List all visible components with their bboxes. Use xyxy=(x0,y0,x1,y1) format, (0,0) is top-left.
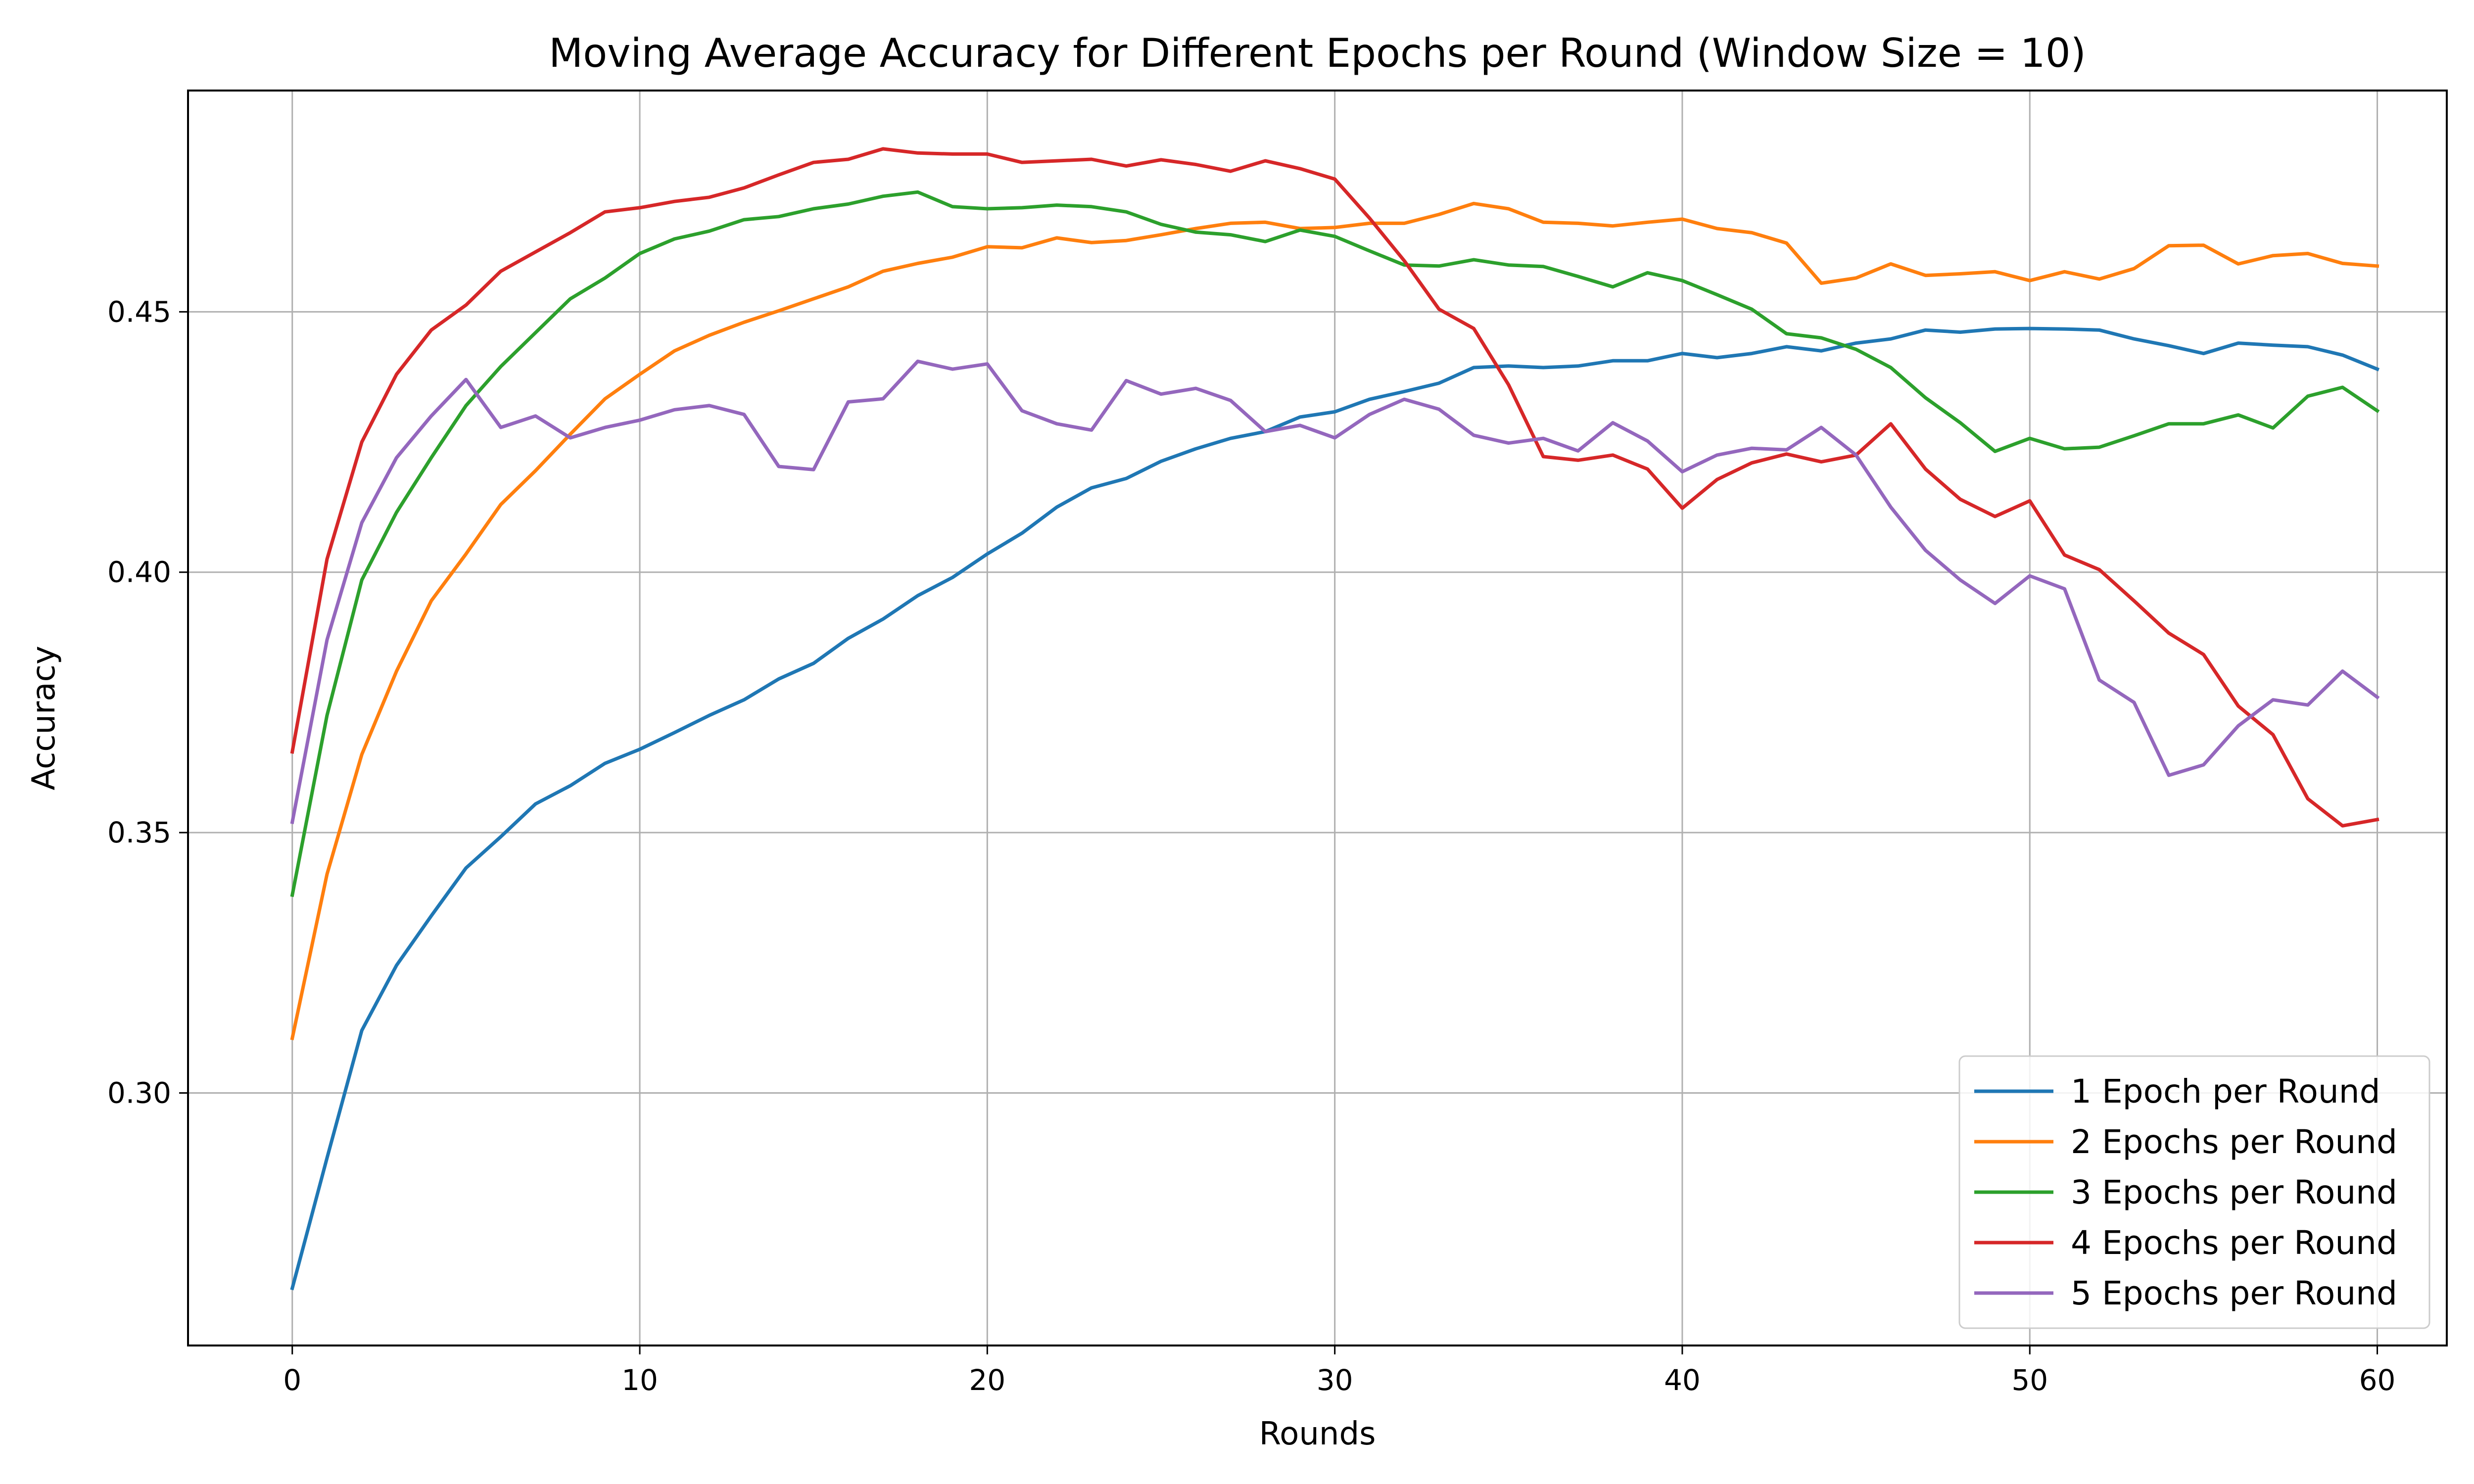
series-line-2 xyxy=(290,201,2379,1041)
x-tick-label: 10 xyxy=(621,1363,658,1397)
legend-label: 5 Epochs per Round xyxy=(2071,1274,2397,1312)
y-tick-label: 0.45 xyxy=(107,295,171,328)
series-line-4 xyxy=(290,147,2379,828)
x-axis-label: Rounds xyxy=(1259,1416,1376,1452)
legend-label: 2 Epochs per Round xyxy=(2071,1123,2397,1161)
series-line-3 xyxy=(290,190,2380,897)
x-tick-label: 40 xyxy=(1664,1363,1701,1397)
x-tick-label: 50 xyxy=(2011,1363,2048,1397)
chart-title: Moving Average Accuracy for Different Ep… xyxy=(549,30,2086,76)
series-lines xyxy=(290,147,2380,1291)
x-tick-label: 30 xyxy=(1317,1363,1353,1397)
plot-frame xyxy=(187,90,2448,1346)
legend-label: 3 Epochs per Round xyxy=(2071,1173,2397,1211)
x-tick-label: 60 xyxy=(2359,1363,2396,1397)
legend: 1 Epoch per Round 2 Epochs per Round 3 Epo… xyxy=(1958,1055,2430,1329)
y-tick-label: 0.30 xyxy=(107,1076,171,1110)
y-tick-label: 0.35 xyxy=(107,816,171,849)
x-tick-label: 0 xyxy=(283,1363,301,1397)
y-axis-label: Accuracy xyxy=(26,646,62,790)
axis-ticks: 0 10 20 30 40 50 60 0.30 0.35 0.40 0.45 xyxy=(107,295,2396,1397)
y-tick-label: 0.40 xyxy=(107,556,171,589)
legend-label: 4 Epochs per Round xyxy=(2071,1224,2397,1262)
series-line-5 xyxy=(290,359,2380,825)
legend-box xyxy=(1958,1055,2430,1329)
series-line-1 xyxy=(290,326,2380,1291)
x-tick-label: 20 xyxy=(969,1363,1005,1397)
legend-label: 1 Epoch per Round xyxy=(2071,1072,2380,1111)
